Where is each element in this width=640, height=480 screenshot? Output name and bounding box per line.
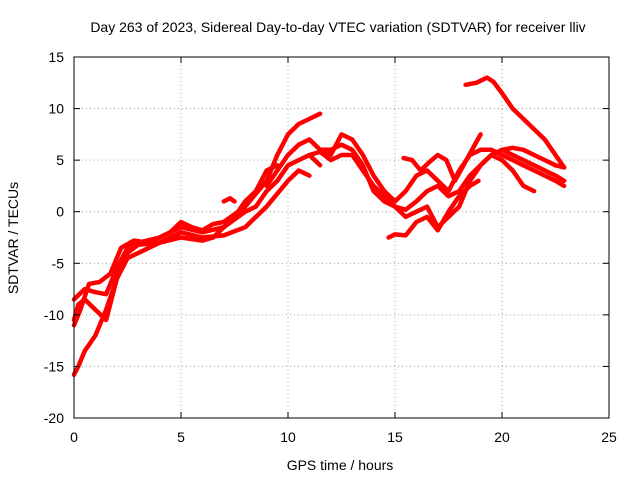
series-line-track-i bbox=[386, 178, 481, 240]
series-line-track-d bbox=[71, 111, 323, 328]
y-tick-label: -10 bbox=[44, 307, 64, 323]
series-line-track-b bbox=[71, 168, 312, 323]
y-tick-label: 15 bbox=[48, 49, 64, 65]
x-tick-label: 15 bbox=[387, 429, 403, 445]
axis-ticks: 0 5 10 15 20 25 -20 -15 -10 -5 0 5 10 15 bbox=[44, 49, 617, 445]
x-tick-label: 5 bbox=[177, 429, 185, 445]
data-series bbox=[71, 75, 567, 377]
plot-frame bbox=[73, 56, 610, 419]
y-tick-label: -20 bbox=[44, 410, 64, 426]
series-line-track-h bbox=[401, 132, 483, 184]
x-tick-label: 25 bbox=[601, 429, 617, 445]
x-tick-label: 20 bbox=[494, 429, 510, 445]
series-line-track-c bbox=[71, 152, 323, 302]
y-tick-label: -15 bbox=[44, 358, 64, 374]
y-tick-label: 10 bbox=[48, 101, 64, 117]
y-axis-label: SDTVAR / TECUs bbox=[5, 182, 21, 294]
series-line-track-a bbox=[71, 163, 280, 377]
series-line-track-k bbox=[499, 145, 567, 170]
y-tick-label: 0 bbox=[56, 204, 64, 220]
y-tick-label: 5 bbox=[56, 152, 64, 168]
series-line-track-l bbox=[221, 196, 237, 204]
x-tick-label: 0 bbox=[70, 429, 78, 445]
series-line-track-j bbox=[463, 75, 567, 170]
y-tick-label: -5 bbox=[52, 255, 65, 271]
chart-title: Day 263 of 2023, Sidereal Day-to-day VTE… bbox=[90, 19, 585, 35]
x-axis-label: GPS time / hours bbox=[287, 457, 394, 473]
series-line-track-f bbox=[317, 132, 567, 204]
x-tick-label: 10 bbox=[280, 429, 296, 445]
